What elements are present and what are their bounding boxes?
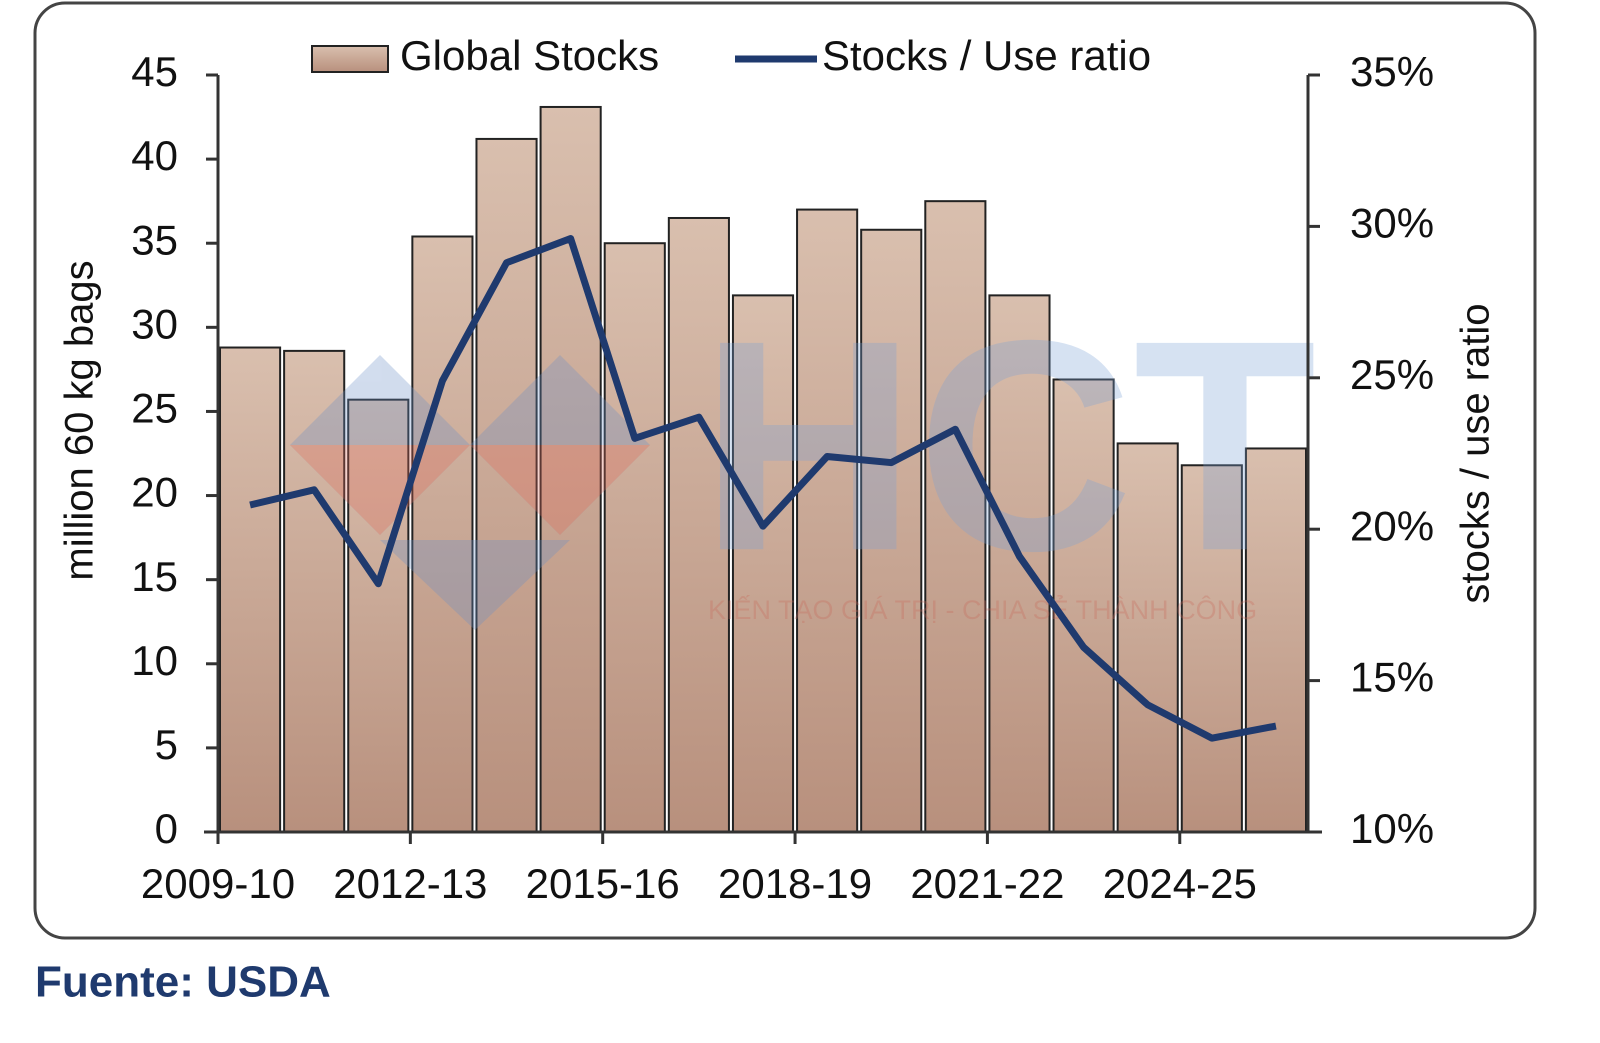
y2-tick-label: 20% (1350, 502, 1434, 549)
y-tick-label: 30 (131, 300, 178, 347)
watermark-shape (380, 540, 570, 630)
y2-axis-title: stocks / use ratio (1454, 303, 1498, 603)
x-tick-label: 2015-16 (526, 860, 680, 907)
y-tick-label: 35 (131, 216, 178, 263)
bar (924, 200, 987, 833)
y2-tick-label: 15% (1350, 654, 1434, 701)
legend-label: Stocks / Use ratio (822, 32, 1151, 79)
bar (1244, 447, 1307, 833)
watermark-shape (470, 445, 650, 535)
bar (860, 228, 923, 833)
x-tick-label: 2018-19 (718, 860, 872, 907)
y-tick-label: 45 (131, 48, 178, 95)
y-tick-label: 40 (131, 132, 178, 179)
y2-tick-label: 25% (1350, 351, 1434, 398)
x-tick-label: 2012-13 (333, 860, 487, 907)
bar (219, 346, 282, 833)
y-tick-label: 20 (131, 469, 178, 516)
watermark-shape (290, 355, 470, 535)
watermark-logo: HCT (700, 277, 1317, 613)
line (249, 235, 1277, 742)
watermark-shape (470, 355, 650, 535)
y-tick-label: 25 (131, 385, 178, 432)
x-tick-label: 2024-25 (1103, 860, 1257, 907)
y-axis-title: million 60 kg bags (58, 260, 102, 580)
bar (603, 242, 666, 833)
y-tick-label: 5 (155, 721, 178, 768)
watermark-shape (290, 445, 470, 535)
bar (796, 208, 859, 834)
bar (347, 398, 410, 833)
y-tick-label: 0 (155, 805, 178, 852)
x-tick-label: 2009-10 (141, 860, 295, 907)
y2-tick-label: 10% (1350, 805, 1434, 852)
bar (283, 349, 346, 833)
source: Fuente: USDA (35, 958, 331, 1007)
y-tick-label: 10 (131, 637, 178, 684)
y-tick-label: 15 (131, 553, 178, 600)
bar (988, 294, 1051, 834)
legend-label: Global Stocks (400, 32, 659, 79)
y2-tick-label: 30% (1350, 199, 1434, 246)
watermark-slogan: KIẾN TẠO GIÁ TRỊ - CHIA SẺ THÀNH CÔNG (708, 593, 1257, 625)
legend-swatch (311, 45, 389, 73)
bar (1116, 442, 1179, 833)
bar (411, 235, 474, 833)
bar (1180, 464, 1243, 833)
x-tick-label: 2021-22 (910, 860, 1064, 907)
y2-tick-label: 35% (1350, 48, 1434, 95)
